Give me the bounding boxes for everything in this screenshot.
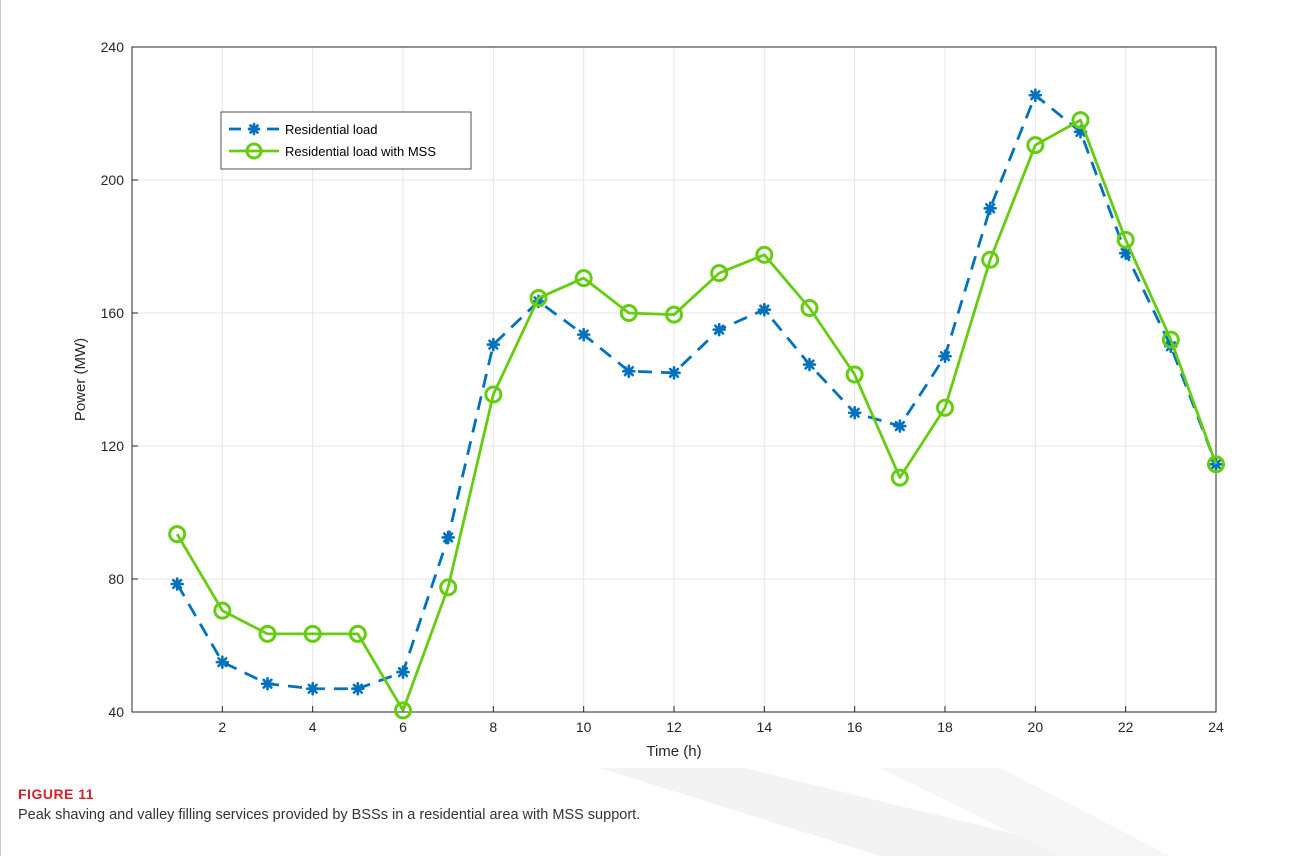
y-axis-label: Power (MW) bbox=[72, 338, 89, 421]
data-point bbox=[981, 250, 1000, 269]
series bbox=[168, 88, 1225, 720]
data-point bbox=[622, 364, 636, 378]
data-point bbox=[893, 419, 907, 433]
x-axis-label: Time (h) bbox=[646, 743, 701, 760]
data-point bbox=[348, 624, 367, 643]
data-point bbox=[441, 530, 455, 545]
data-point bbox=[394, 701, 412, 720]
data-point bbox=[710, 264, 729, 283]
y-tick-label: 80 bbox=[108, 571, 124, 587]
data-point bbox=[667, 366, 681, 380]
data-point bbox=[1207, 455, 1225, 474]
y-tick-label: 160 bbox=[101, 305, 125, 321]
data-point bbox=[303, 624, 322, 643]
figure-label: FIGURE 11 bbox=[18, 786, 95, 802]
series-line bbox=[175, 118, 1218, 712]
data-point bbox=[1116, 230, 1135, 249]
legend-label: Residential load bbox=[285, 122, 378, 137]
data-point bbox=[439, 578, 458, 597]
data-point bbox=[1118, 246, 1133, 260]
x-tick-label: 8 bbox=[489, 719, 497, 735]
y-tick-label: 200 bbox=[101, 172, 125, 188]
x-tick-label: 10 bbox=[576, 719, 592, 735]
data-point bbox=[486, 337, 501, 352]
legend-marker bbox=[247, 122, 261, 136]
data-point bbox=[170, 577, 184, 591]
data-point bbox=[712, 322, 726, 337]
legend-marker bbox=[245, 142, 263, 160]
data-point bbox=[800, 299, 819, 318]
data-point bbox=[1161, 330, 1180, 349]
legend: Residential load Residential load with MS… bbox=[220, 111, 472, 170]
data-point bbox=[755, 245, 774, 264]
data-point bbox=[936, 398, 954, 417]
x-tick-label: 2 bbox=[218, 719, 226, 735]
data-point bbox=[845, 365, 864, 384]
x-tick-label: 18 bbox=[937, 719, 953, 735]
legend-item: Residential load bbox=[229, 122, 378, 137]
data-point bbox=[484, 385, 503, 404]
y-tick-label: 40 bbox=[108, 704, 124, 720]
series-2 bbox=[168, 111, 1225, 720]
data-point bbox=[305, 681, 320, 696]
data-point bbox=[529, 289, 548, 308]
data-point bbox=[802, 357, 817, 372]
x-tick-label: 4 bbox=[309, 719, 317, 735]
data-point bbox=[576, 327, 591, 342]
series-1 bbox=[170, 88, 1223, 696]
data-point bbox=[1028, 88, 1043, 103]
legend-box bbox=[220, 111, 472, 170]
legend-item: Residential load with MSS bbox=[229, 142, 436, 160]
x-tick-label: 12 bbox=[666, 719, 682, 735]
data-point bbox=[847, 405, 862, 420]
data-point bbox=[260, 676, 275, 691]
data-point bbox=[574, 269, 593, 288]
data-point bbox=[983, 201, 997, 216]
x-tick-label: 6 bbox=[399, 719, 407, 735]
page-left-border bbox=[0, 0, 1, 856]
x-tick-label: 24 bbox=[1208, 719, 1224, 735]
data-point bbox=[258, 624, 277, 643]
legend-label: Residential load with MSS bbox=[285, 144, 436, 159]
data-point bbox=[396, 665, 410, 679]
y-tick-label: 240 bbox=[101, 39, 125, 55]
data-point bbox=[168, 525, 187, 544]
data-point bbox=[890, 468, 909, 487]
data-point bbox=[215, 655, 230, 669]
x-tick-label: 20 bbox=[1028, 719, 1044, 735]
x-tick-label: 14 bbox=[757, 719, 773, 735]
x-tick-label: 22 bbox=[1118, 719, 1134, 735]
data-point bbox=[351, 681, 365, 696]
data-point bbox=[757, 302, 772, 317]
caption-text: Peak shaving and valley filling services… bbox=[18, 807, 641, 823]
data-point bbox=[938, 349, 952, 364]
series-line bbox=[175, 93, 1218, 691]
y-tick-label: 120 bbox=[101, 438, 125, 454]
data-point bbox=[1071, 111, 1090, 130]
data-point bbox=[619, 304, 638, 322]
data-point bbox=[665, 305, 683, 324]
data-point bbox=[213, 601, 232, 620]
figure-caption: FIGURE 11 Peak shaving and valley fillin… bbox=[18, 786, 1268, 823]
data-point bbox=[1026, 136, 1045, 155]
x-tick-label: 16 bbox=[847, 719, 863, 735]
